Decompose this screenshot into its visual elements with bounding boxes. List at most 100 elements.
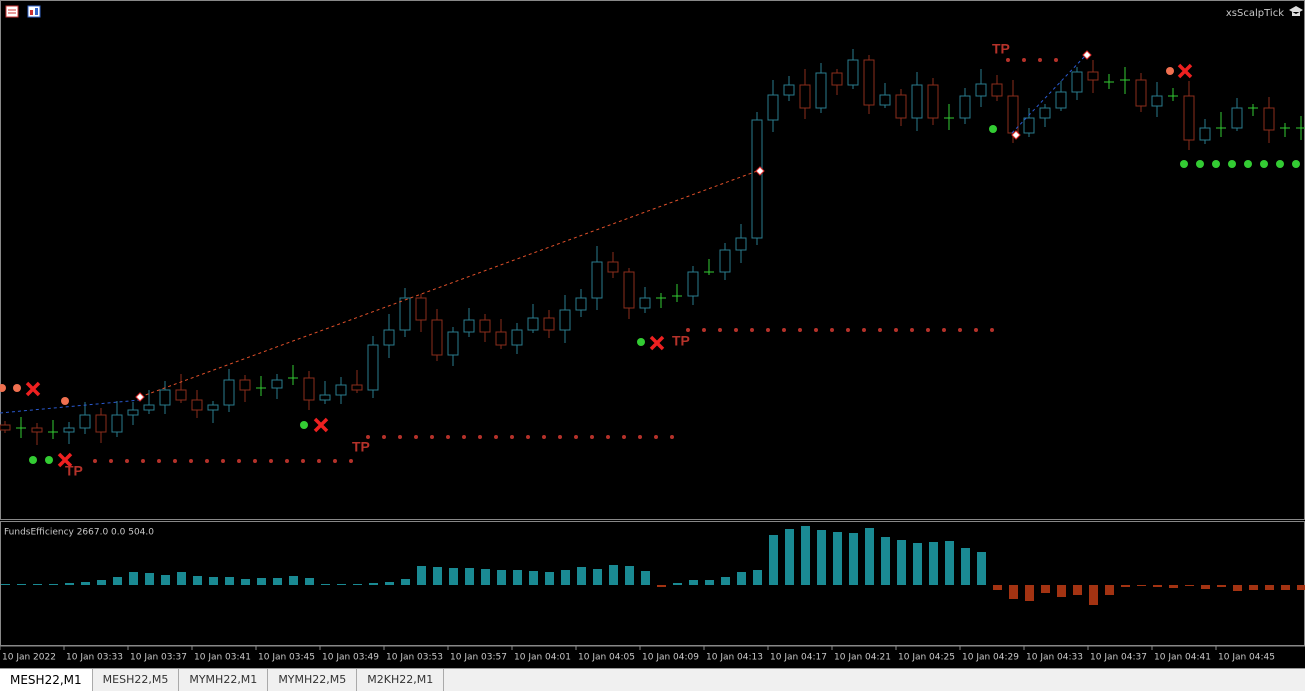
histogram-bar — [177, 572, 186, 585]
histogram-bar — [545, 572, 554, 585]
level-dot — [750, 328, 754, 332]
level-dot — [317, 459, 321, 463]
candle — [591, 261, 603, 299]
chart-tab[interactable]: MESH22,M5 — [93, 669, 180, 691]
level-dot — [846, 328, 850, 332]
level-dot — [558, 435, 562, 439]
histogram-bar — [113, 577, 122, 585]
candle — [1231, 107, 1243, 129]
histogram-bar — [785, 529, 794, 585]
tp-label: TP — [352, 439, 370, 455]
level-dot — [782, 328, 786, 332]
histogram-bar — [913, 543, 922, 585]
tp-label: TP — [992, 41, 1010, 57]
level-dot — [446, 435, 450, 439]
time-label: 10 Jan 04:01 — [514, 653, 571, 663]
histogram-bar — [577, 567, 586, 585]
candle — [463, 319, 475, 333]
level-dot — [798, 328, 802, 332]
level-dot — [878, 328, 882, 332]
chart-tab[interactable]: MYMH22,M5 — [268, 669, 358, 691]
level-dot — [398, 435, 402, 439]
level-dot — [93, 459, 97, 463]
signal-dot — [13, 384, 21, 392]
chart-tab[interactable]: MESH22,M1 — [0, 669, 93, 691]
histogram-bar — [769, 535, 778, 585]
candle — [959, 95, 971, 119]
candle — [159, 389, 171, 406]
histogram-bar — [1153, 585, 1162, 587]
candle — [623, 271, 635, 309]
histogram-bar — [65, 583, 74, 585]
histogram-bar — [241, 579, 250, 585]
candle — [879, 94, 891, 106]
histogram-bar — [369, 583, 378, 585]
histogram-bar — [481, 569, 490, 585]
histogram-bar — [1265, 585, 1274, 590]
candle — [687, 271, 699, 297]
close-mark — [1177, 63, 1193, 79]
level-dot — [942, 328, 946, 332]
candle — [399, 297, 411, 331]
histogram-bar — [753, 570, 762, 585]
histogram-bar — [433, 567, 442, 585]
tp-label: TP — [672, 333, 690, 349]
candle — [111, 414, 123, 433]
level-dot — [205, 459, 209, 463]
candle — [319, 394, 331, 401]
candle — [527, 317, 539, 331]
time-label: 10 Jan 04:37 — [1090, 653, 1147, 663]
candle — [751, 119, 763, 239]
trend-line — [139, 169, 761, 398]
histogram-bar — [609, 565, 618, 585]
histogram-bar — [673, 583, 682, 585]
arrow-mark — [135, 392, 145, 402]
time-label: 10 Jan 03:53 — [386, 653, 443, 663]
histogram-bar — [529, 571, 538, 585]
chart-tab[interactable]: MYMH22,M1 — [179, 669, 269, 691]
chart-tab[interactable]: M2KH22,M1 — [357, 669, 445, 691]
close-mark — [25, 381, 41, 397]
histogram-bar — [1105, 585, 1114, 595]
level-dot — [189, 459, 193, 463]
histogram-bar — [401, 579, 410, 585]
level-dot — [1228, 160, 1236, 168]
histogram-bar — [129, 572, 138, 585]
histogram-bar — [561, 570, 570, 585]
histogram-bar — [897, 540, 906, 585]
level-dot — [654, 435, 658, 439]
arrow-mark — [1011, 130, 1021, 140]
histogram-bar — [1025, 585, 1034, 601]
toolbar-icons — [5, 5, 41, 18]
close-mark — [649, 335, 665, 351]
tp-label: TP — [65, 463, 83, 479]
level-dot — [221, 459, 225, 463]
histogram-bar — [737, 572, 746, 585]
icon[interactable] — [5, 5, 19, 18]
level-dot — [1276, 160, 1284, 168]
histogram-bar — [1233, 585, 1242, 591]
level-dot — [109, 459, 113, 463]
level-dot — [734, 328, 738, 332]
histogram-bar — [1281, 585, 1290, 590]
histogram-bar — [1009, 585, 1018, 599]
level-dot — [526, 435, 530, 439]
time-label: 10 Jan 03:57 — [450, 653, 507, 663]
icon[interactable] — [27, 5, 41, 18]
candle — [143, 404, 155, 411]
histogram-bar — [833, 532, 842, 585]
level-dot — [494, 435, 498, 439]
candle — [847, 59, 859, 86]
histogram-bar — [465, 568, 474, 585]
histogram-bar — [353, 584, 362, 585]
chart: xsScalpTick FundsEfficiency 2667.0 0.0 5… — [0, 0, 1305, 663]
candle — [799, 84, 811, 109]
histogram-bar — [993, 585, 1002, 590]
candle — [735, 237, 747, 251]
histogram-bar — [193, 576, 202, 585]
histogram-bar — [1137, 585, 1146, 586]
level-dot — [670, 435, 674, 439]
signal-dot — [1166, 67, 1174, 75]
candle — [207, 404, 219, 411]
time-label: 10 Jan 04:45 — [1218, 653, 1275, 663]
